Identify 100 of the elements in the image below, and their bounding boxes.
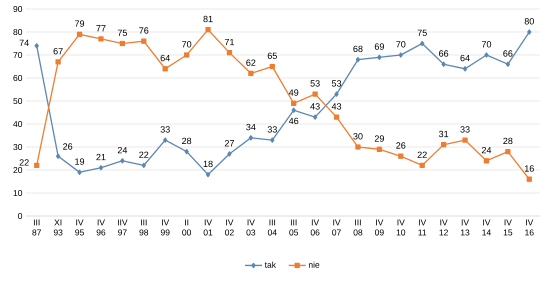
data-label: 49 [288, 89, 298, 96]
x-tick-label: IV 15 [504, 220, 512, 236]
data-label: 18 [204, 160, 213, 168]
data-label: 64 [160, 54, 170, 62]
point [34, 43, 39, 48]
x-tick-label: IV 06 [310, 220, 320, 236]
point [440, 142, 446, 148]
x-tick-label: IV 96 [96, 220, 106, 236]
data-label: 29 [374, 135, 384, 142]
y-tick-label: 50 [13, 98, 22, 104]
data-label: 43 [310, 103, 320, 110]
y-tick-label: 10 [14, 190, 22, 196]
data-label: 81 [203, 16, 213, 22]
x-tick-label: IV 99 [160, 220, 170, 236]
data-label: 66 [503, 50, 512, 57]
point [142, 162, 146, 168]
x-tick-label: IV 07 [332, 220, 341, 236]
data-label: 22 [139, 152, 148, 158]
point [334, 114, 340, 120]
data-label: 31 [438, 130, 448, 138]
point [462, 66, 468, 72]
data-label: 80 [524, 18, 534, 24]
x-tick-label: IV 01 [204, 220, 212, 236]
point [377, 54, 382, 60]
y-tick-label: 20 [13, 167, 22, 174]
data-label: 53 [310, 80, 320, 87]
x-tick-label: IV 09 [374, 220, 384, 236]
data-label: 77 [96, 25, 106, 32]
point [206, 172, 210, 178]
data-label: 64 [460, 54, 470, 62]
x-tick-label: IV 16 [525, 220, 534, 236]
point [270, 137, 274, 143]
data-label: 67 [54, 48, 63, 54]
data-label: 46 [288, 118, 298, 124]
point [120, 40, 126, 46]
point [398, 154, 404, 159]
point [462, 137, 468, 143]
point [291, 100, 296, 106]
data-label: 70 [182, 41, 192, 48]
y-tick-label: 80 [13, 29, 22, 36]
point [292, 108, 296, 113]
data-label: 28 [503, 138, 512, 144]
data-label: 22 [418, 152, 427, 158]
data-label: 24 [482, 146, 492, 154]
point [163, 137, 168, 143]
point [184, 52, 190, 58]
point [98, 165, 104, 170]
data-label: 70 [396, 41, 406, 48]
data-label: 75 [118, 30, 127, 36]
x-tick-label: IV 02 [225, 220, 234, 236]
data-label: 21 [96, 154, 106, 160]
data-label: 28 [182, 138, 192, 144]
point [34, 162, 40, 168]
data-label: 30 [353, 133, 363, 140]
legend-label: tak [264, 262, 276, 268]
data-label: 34 [246, 124, 256, 130]
data-label: 33 [160, 126, 170, 133]
point [77, 170, 82, 175]
x-tick-label: IV 95 [75, 220, 84, 236]
data-label: 76 [139, 27, 148, 34]
x-tick-label: III 87 [32, 220, 42, 236]
data-label: 68 [353, 46, 363, 52]
x-tick-label: IIV 97 [118, 220, 128, 236]
y-tick-label: 70 [13, 52, 22, 58]
point [120, 158, 125, 164]
point [398, 52, 403, 58]
data-label: 70 [482, 41, 492, 48]
data-label: 79 [74, 20, 84, 27]
point [356, 56, 360, 62]
data-label: 26 [396, 142, 406, 149]
x-tick-label: IV 11 [418, 220, 426, 236]
data-label: 62 [246, 59, 256, 66]
y-tick-label: 90 [13, 6, 22, 12]
point [334, 91, 339, 97]
x-tick-label: XI 93 [54, 220, 62, 236]
point [56, 154, 60, 159]
y-tick-label: 0 [18, 213, 22, 220]
point [420, 162, 425, 168]
data-label: 24 [118, 146, 128, 154]
y-tick-label: 40 [13, 121, 22, 128]
x-tick-label: IV 14 [482, 220, 491, 236]
x-tick-label: IV 13 [460, 220, 470, 236]
point [527, 29, 532, 35]
data-label: 33 [268, 126, 277, 133]
point [376, 146, 382, 152]
point [184, 148, 189, 154]
legend-label: nie [308, 262, 320, 268]
y-tick-label: 30 [13, 144, 22, 150]
data-label: 22 [20, 159, 29, 166]
data-label: 74 [20, 40, 29, 46]
data-label: 27 [224, 140, 234, 146]
point [141, 38, 146, 44]
point [484, 158, 490, 164]
x-tick-label: IV 03 [246, 220, 256, 236]
x-tick-label: IV 12 [440, 220, 448, 236]
point [55, 59, 61, 65]
point [420, 40, 424, 46]
data-label: 53 [332, 80, 342, 87]
point [226, 50, 232, 56]
data-label: 16 [524, 165, 534, 172]
